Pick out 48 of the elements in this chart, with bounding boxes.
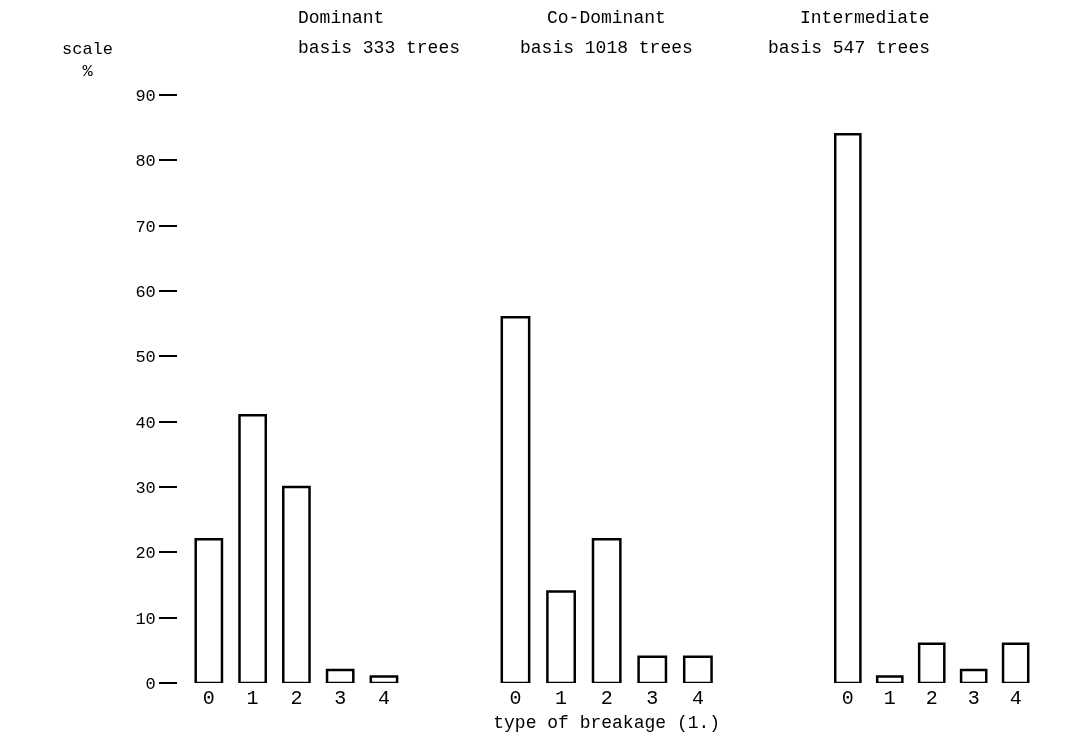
y-tick-label: 80 bbox=[135, 152, 156, 172]
chart-subtitle: basis 333 trees bbox=[298, 38, 461, 58]
x-tick-label: 3 bbox=[334, 687, 347, 710]
bar bbox=[875, 675, 904, 683]
bar bbox=[194, 538, 224, 683]
bar bbox=[959, 668, 988, 683]
y-tick-label: 40 bbox=[135, 413, 156, 433]
bar bbox=[682, 655, 713, 683]
bar bbox=[917, 642, 946, 683]
y-tick-label: 90 bbox=[135, 86, 156, 106]
x-tick-label: 4 bbox=[1009, 687, 1022, 710]
bar bbox=[500, 315, 531, 683]
y-tick-label: 10 bbox=[135, 609, 156, 629]
x-tick-label: 2 bbox=[925, 687, 938, 710]
chart-title: Intermediate bbox=[800, 8, 930, 28]
bar bbox=[833, 132, 862, 683]
y-tick-label: 30 bbox=[135, 478, 156, 498]
y-tick-label: 70 bbox=[135, 217, 156, 237]
x-tick-label: 0 bbox=[841, 687, 854, 710]
chart-title: Dominant bbox=[298, 8, 385, 28]
bar bbox=[546, 590, 576, 683]
x-tick-label: 3 bbox=[967, 687, 980, 710]
y-tick-label: 50 bbox=[135, 348, 156, 368]
chart-title: Co-Dominant bbox=[547, 8, 666, 28]
bar bbox=[369, 675, 399, 683]
x-tick-label: 2 bbox=[600, 687, 613, 710]
chart-subtitle: basis 547 trees bbox=[768, 38, 931, 58]
x-tick-label: 3 bbox=[646, 687, 659, 710]
x-tick-label: 1 bbox=[246, 687, 259, 710]
y-tick-label: 60 bbox=[135, 282, 156, 302]
x-tick-label: 0 bbox=[509, 687, 522, 710]
y-tick-label: 20 bbox=[135, 544, 156, 564]
chart-subtitle: basis 1018 trees bbox=[520, 38, 693, 58]
y-tick-label: 0 bbox=[145, 674, 156, 694]
x-axis-title: type of breakage (1.) bbox=[493, 713, 721, 734]
x-tick-label: 4 bbox=[377, 687, 390, 710]
bar bbox=[637, 655, 668, 683]
x-tick-label: 1 bbox=[555, 687, 568, 710]
x-tick-label: 1 bbox=[883, 687, 896, 710]
x-tick-label: 0 bbox=[202, 687, 215, 710]
bar bbox=[325, 668, 355, 683]
x-tick-label: 4 bbox=[691, 687, 704, 710]
y-axis-title: scale % bbox=[62, 40, 114, 82]
x-tick-label: 2 bbox=[290, 687, 303, 710]
bar bbox=[1001, 642, 1030, 683]
bar bbox=[282, 485, 311, 683]
bar bbox=[238, 413, 268, 683]
bar bbox=[591, 538, 622, 683]
